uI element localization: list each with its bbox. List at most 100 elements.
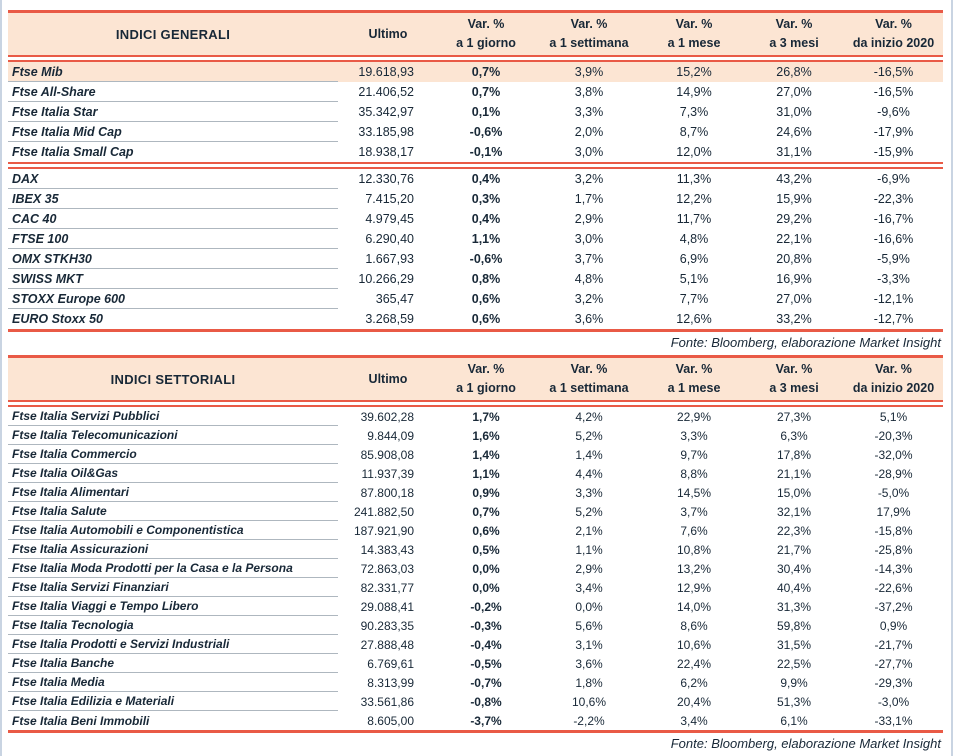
- table-row: CAC 40 4.979,45 0,4% 2,9% 11,7% 29,2% -16,7%: [8, 209, 943, 229]
- var-1-settimana-cell: 3,6%: [575, 656, 603, 671]
- var-1-settimana-cell: 2,9%: [575, 561, 603, 576]
- ultimo-cell: 6.769,61: [367, 656, 414, 671]
- table-row: Ftse Italia Servizi Finanziari 82.331,77 0…: [8, 578, 943, 597]
- var-1-mese-cell: 12,9%: [676, 580, 712, 595]
- var-1-mese-cell: 11,7%: [676, 212, 712, 226]
- var-1-giorno-cell: 0,6%: [471, 292, 501, 306]
- var-1-giorno-cell: 0,7%: [472, 504, 500, 519]
- var-1-settimana-cell: 0,0%: [575, 599, 603, 614]
- column-header-var-1-giorno: Var. % a 1 giorno: [438, 360, 534, 398]
- column-header-ultimo: Ultimo: [368, 27, 408, 41]
- var-3-mesi-cell: 9,9%: [780, 675, 808, 690]
- ultimo-cell: 365,47: [375, 292, 414, 306]
- var-1-giorno-cell: -0,3%: [470, 618, 502, 633]
- var-header-line2: a 1 settimana: [549, 381, 629, 395]
- var-1-giorno-cell: 0,7%: [471, 65, 501, 79]
- ultimo-cell: 33.561,86: [360, 694, 414, 709]
- var-1-settimana-cell: 1,8%: [575, 675, 603, 690]
- table-row: Ftse Italia Servizi Pubblici 39.602,28 1,7…: [8, 407, 943, 426]
- var-1-mese-cell: 7,3%: [679, 105, 709, 119]
- column-header-var-1-settimana: Var. % a 1 settimana: [534, 15, 644, 53]
- source-note: Fonte: Bloomberg, elaborazione Market In…: [670, 335, 941, 350]
- var-inizio-2020-cell: 5,1%: [879, 409, 908, 424]
- var-1-settimana-cell: -2,2%: [573, 713, 605, 728]
- ultimo-cell: 8.313,99: [367, 675, 414, 690]
- var-1-mese-cell: 5,1%: [679, 272, 709, 286]
- var-inizio-2020-cell: -20,3%: [874, 428, 913, 443]
- index-name-cell: Ftse Mib: [8, 62, 338, 82]
- table-row: Ftse Italia Automobili e Componentistica…: [8, 521, 943, 540]
- var-inizio-2020-cell: -27,7%: [874, 656, 913, 671]
- index-name-cell: EURO Stoxx 50: [12, 312, 104, 326]
- var-1-giorno-cell: 1,1%: [472, 466, 500, 481]
- var-3-mesi-cell: 31,3%: [776, 599, 812, 614]
- var-1-giorno-cell: 0,8%: [471, 272, 501, 286]
- table-row: EURO Stoxx 50 3.268,59 0,6% 3,6% 12,6% 33,2% -…: [8, 309, 943, 329]
- var-header-line2: a 1 mese: [667, 36, 721, 50]
- index-name-cell: Ftse Italia Servizi Pubblici: [8, 407, 338, 426]
- ultimo-cell: 9.844,09: [367, 428, 414, 443]
- var-header-line2: a 3 mesi: [769, 36, 819, 50]
- var-header-line1: Var. %: [467, 17, 505, 32]
- indici-settoriali-table: INDICI SETTORIALI Ultimo Var. % a 1 gior…: [8, 355, 943, 756]
- var-3-mesi-cell: 17,8%: [776, 447, 812, 462]
- var-1-mese-cell: 7,7%: [679, 292, 709, 306]
- var-header-line2: a 1 giorno: [456, 381, 516, 395]
- table-row: Ftse Italia Banche 6.769,61 -0,5% 3,6% 22,4%…: [8, 654, 943, 673]
- var-1-giorno-cell: -0,1%: [469, 145, 503, 159]
- var-1-giorno-cell: -0,6%: [469, 252, 503, 266]
- var-1-mese-cell: 10,6%: [676, 637, 712, 652]
- indici-settoriali-header-row: INDICI SETTORIALI Ultimo Var. % a 1 gior…: [8, 358, 943, 400]
- var-header-line1: Var. %: [875, 17, 912, 32]
- var-inizio-2020-cell: 17,9%: [876, 504, 911, 519]
- table-row: Ftse Italia Assicurazioni 14.383,43 0,5% 1,…: [8, 540, 943, 559]
- var-inizio-2020-cell: -16,5%: [873, 65, 914, 79]
- var-1-mese-cell: 11,3%: [676, 172, 712, 186]
- var-1-giorno-cell: -0,8%: [470, 694, 502, 709]
- var-3-mesi-cell: 21,7%: [776, 542, 812, 557]
- index-name-cell: FTSE 100: [8, 229, 338, 249]
- var-inizio-2020-cell: -17,9%: [873, 125, 914, 139]
- var-header-line2: a 1 giorno: [456, 36, 516, 50]
- var-1-settimana-cell: 3,2%: [574, 172, 604, 186]
- var-1-mese-cell: 22,4%: [676, 656, 712, 671]
- index-name-cell: Ftse Italia Star: [8, 102, 338, 122]
- var-1-mese-cell: 7,6%: [680, 523, 708, 538]
- var-1-giorno-cell: 0,6%: [471, 312, 501, 326]
- var-1-giorno-cell: 1,6%: [472, 428, 500, 443]
- table-row: STOXX Europe 600 365,47 0,6% 3,2% 7,7% 27,0% -…: [8, 289, 943, 309]
- var-inizio-2020-cell: -5,9%: [877, 252, 910, 266]
- column-header-var-3-mesi: Var. % a 3 mesi: [744, 15, 844, 53]
- var-1-settimana-cell: 3,0%: [574, 145, 604, 159]
- var-1-giorno-cell: 1,7%: [472, 409, 500, 424]
- index-name-cell: Ftse Italia Alimentari: [8, 483, 338, 502]
- var-1-giorno-cell: -0,5%: [470, 656, 502, 671]
- index-name-cell: Ftse Italia Commercio: [8, 445, 338, 464]
- var-1-mese-cell: 15,2%: [676, 65, 712, 79]
- var-1-settimana-cell: 3,6%: [574, 312, 604, 326]
- ultimo-cell: 11.937,39: [361, 466, 415, 481]
- var-3-mesi-cell: 22,3%: [776, 523, 812, 538]
- index-name-cell: DAX: [8, 169, 338, 189]
- index-name-cell: Ftse Italia Automobili e Componentistica: [8, 521, 338, 540]
- index-name-cell: Ftse Italia Telecomunicazioni: [8, 426, 338, 445]
- var-header-line1: Var. %: [570, 17, 608, 32]
- var-1-giorno-cell: 0,9%: [472, 485, 500, 500]
- var-inizio-2020-cell: -14,3%: [874, 561, 913, 576]
- ultimo-cell: 8.605,00: [367, 713, 414, 728]
- var-1-settimana-cell: 5,6%: [575, 618, 603, 633]
- indici-generali-header-row: INDICI GENERALI Ultimo Var. % a 1 giorno…: [8, 13, 943, 55]
- index-name-cell: Ftse Italia Prodotti e Servizi Industria…: [8, 635, 338, 654]
- ultimo-cell: 10.266,29: [358, 272, 414, 286]
- var-3-mesi-cell: 29,2%: [776, 212, 812, 226]
- var-inizio-2020-cell: -37,2%: [874, 599, 913, 614]
- var-1-giorno-cell: -3,7%: [470, 713, 502, 728]
- var-inizio-2020-cell: 0,9%: [879, 618, 908, 633]
- ultimo-cell: 87.800,18: [360, 485, 414, 500]
- var-header-line1: Var. %: [775, 17, 813, 32]
- var-inizio-2020-cell: -29,3%: [874, 675, 913, 690]
- var-1-giorno-cell: 0,4%: [471, 172, 501, 186]
- index-name-cell: Ftse Italia Mid Cap: [8, 122, 338, 142]
- var-1-mese-cell: 6,9%: [679, 252, 709, 266]
